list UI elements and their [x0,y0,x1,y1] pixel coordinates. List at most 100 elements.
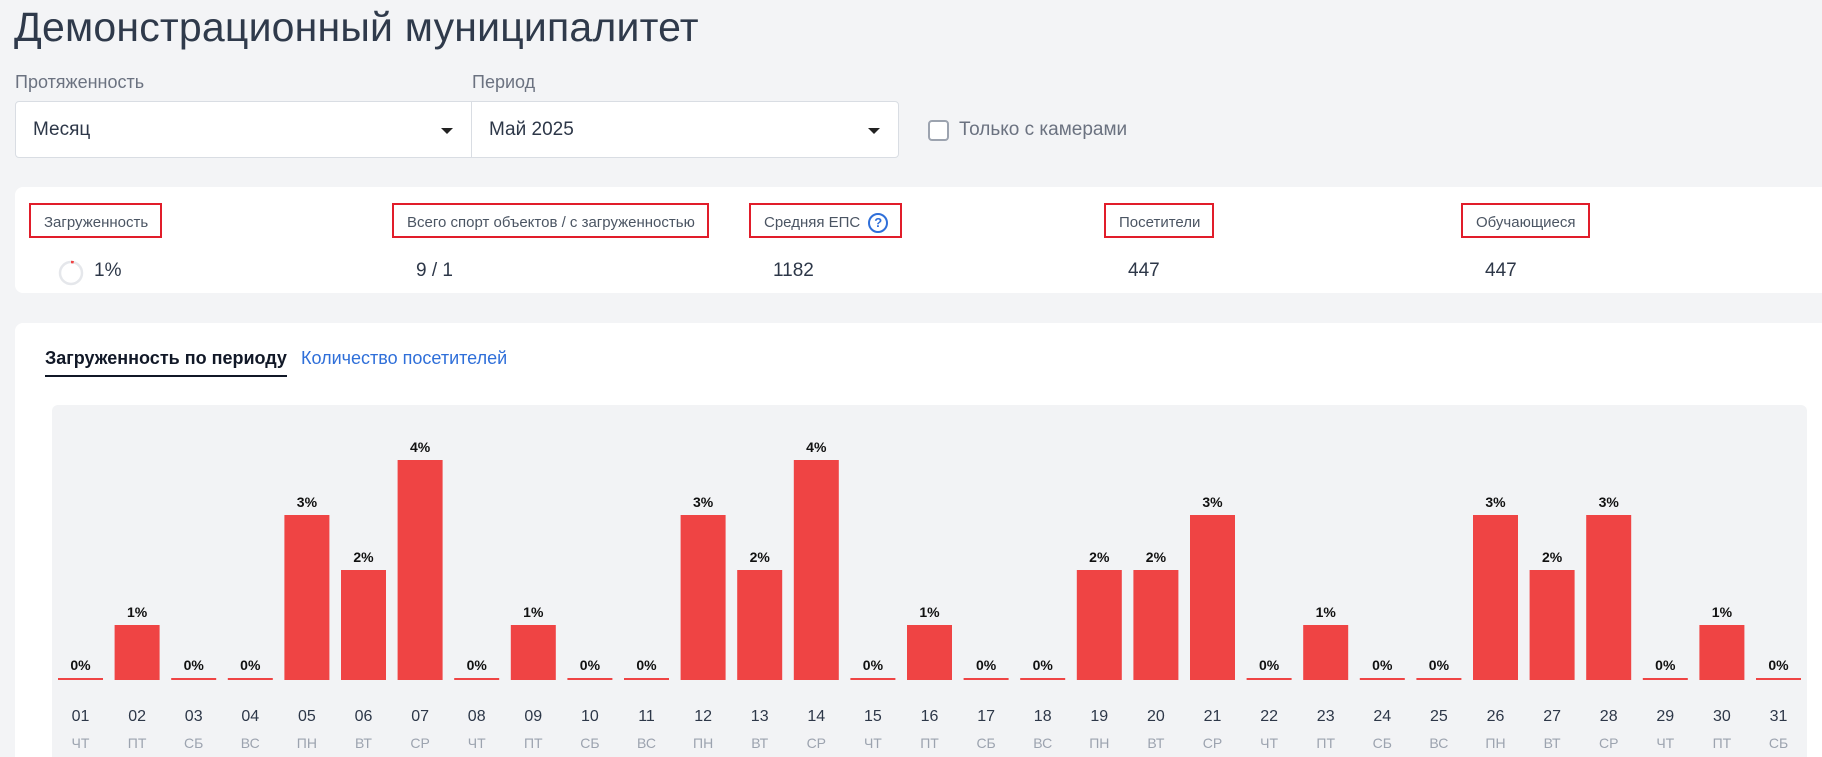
load-ring-icon [58,260,84,286]
bar-15 [850,678,896,680]
weekday-label: ВТ [751,735,768,751]
x-tick-label: 16 [921,708,939,725]
period-select-value: Май 2025 [489,118,574,140]
stat-load-value: 1% [94,260,122,281]
x-tick-label: 26 [1487,708,1505,725]
duration-label: Протяженность [15,72,145,92]
stat-eps: Средняя ЕПС ? 1182 [749,203,903,281]
x-tick-label: 28 [1600,708,1618,725]
bar-28 [1586,515,1632,680]
bar-26 [1473,515,1518,680]
bar-value-label: 3% [1202,494,1223,510]
stat-visitors-title: Посетители [1104,203,1215,238]
tab-visitor-count[interactable]: Количество посетителей [301,348,508,368]
x-tick-label: 10 [581,708,599,725]
bar-value-label: 1% [523,604,544,620]
bar-value-label: 0% [1429,657,1450,673]
bar-31 [1756,678,1801,680]
bar-02 [114,625,160,680]
weekday-label: ЧТ [468,735,486,751]
bar-value-label: 4% [806,439,827,455]
duration-select[interactable]: Месяц [15,101,472,158]
chevron-down-icon [441,128,453,134]
stat-load: Загруженность 1% [29,203,163,286]
stat-objects-title: Всего спорт объектов / с загруженностью [392,203,709,238]
bar-13 [737,570,783,680]
x-tick-label: 03 [185,708,203,725]
bar-24 [1359,678,1405,680]
weekday-label: ПТ [524,735,543,751]
bar-18 [1020,678,1066,680]
bar-value-label: 0% [636,657,657,673]
bar-21 [1190,515,1235,680]
period-label: Период [472,72,536,92]
bar-25 [1416,678,1462,680]
bar-01 [58,678,103,680]
x-tick-label: 21 [1204,708,1222,725]
weekday-label: СР [1203,735,1222,751]
bar-value-label: 0% [863,657,884,673]
stat-students-value: 447 [1485,260,1517,281]
weekday-label: ВС [1429,735,1448,751]
bar-value-label: 3% [693,494,714,510]
weekday-label: ВС [637,735,656,751]
weekday-label: ПТ [1713,735,1732,751]
tab-load-by-period[interactable]: Загруженность по периоду [45,348,287,377]
x-tick-label: 02 [128,708,146,725]
chart-card: Загруженность по периоду Количество посе… [15,323,1822,757]
x-tick-label: 19 [1090,708,1108,725]
x-tick-label: 07 [411,708,429,725]
chart-svg: 0% 01 ЧТ 1% 02 ПТ 0% 03 СБ 0% 04 ВС 3% 05 ПН 2% 06 ВТ 4% 07… [58,439,1801,751]
bar-value-label: 3% [1485,494,1506,510]
weekday-label: ВТ [1147,735,1164,751]
bar-09 [510,625,556,680]
x-tick-label: 14 [807,708,825,725]
bar-29 [1642,678,1688,680]
bar-11 [624,678,669,680]
weekday-label: СР [1599,735,1618,751]
page-title: Демонстрационный муниципалитет [14,4,699,50]
load-bar-chart: 0% 01 ЧТ 1% 02 ПТ 0% 03 СБ 0% 04 ВС 3% 05 ПН 2% 06 ВТ 4% 07… [52,405,1807,757]
bar-05 [284,515,330,680]
bar-03 [171,678,217,680]
x-tick-label: 15 [864,708,882,725]
weekday-label: ЧТ [1260,735,1278,751]
camera-only-toggle[interactable]: Только с камерами [928,119,1127,141]
weekday-label: СР [410,735,429,751]
weekday-label: ЧТ [1656,735,1674,751]
weekday-label: ПН [1089,735,1109,751]
bar-27 [1529,570,1575,680]
bar-value-label: 2% [1146,549,1167,565]
x-tick-label: 18 [1034,708,1052,725]
bar-value-label: 0% [467,657,488,673]
bar-19 [1076,570,1122,680]
bar-20 [1133,570,1179,680]
x-tick-label: 12 [694,708,712,725]
stat-load-title: Загруженность [29,203,163,238]
weekday-label: ПН [693,735,713,751]
bar-value-label: 2% [1542,549,1563,565]
bar-value-label: 0% [580,657,601,673]
duration-select-value: Месяц [33,118,91,140]
weekday-label: ЧТ [864,735,882,751]
x-tick-label: 24 [1373,708,1391,725]
period-select[interactable]: Май 2025 [471,101,899,158]
bar-value-label: 3% [1599,494,1620,510]
bar-value-label: 0% [1033,657,1054,673]
weekday-label: СР [807,735,826,751]
weekday-label: СБ [184,735,203,751]
bar-value-label: 1% [1316,604,1337,620]
bar-10 [567,678,613,680]
x-tick-label: 08 [468,708,486,725]
x-tick-label: 27 [1543,708,1561,725]
bar-22 [1246,678,1292,680]
bar-value-label: 4% [410,439,431,455]
x-tick-label: 06 [355,708,373,725]
weekday-label: ПТ [1316,735,1335,751]
x-tick-label: 09 [524,708,542,725]
x-tick-label: 04 [241,708,259,725]
camera-only-checkbox[interactable] [928,119,949,141]
weekday-label: ПН [297,735,317,751]
help-icon[interactable]: ? [868,212,889,233]
weekday-label: СБ [976,735,995,751]
